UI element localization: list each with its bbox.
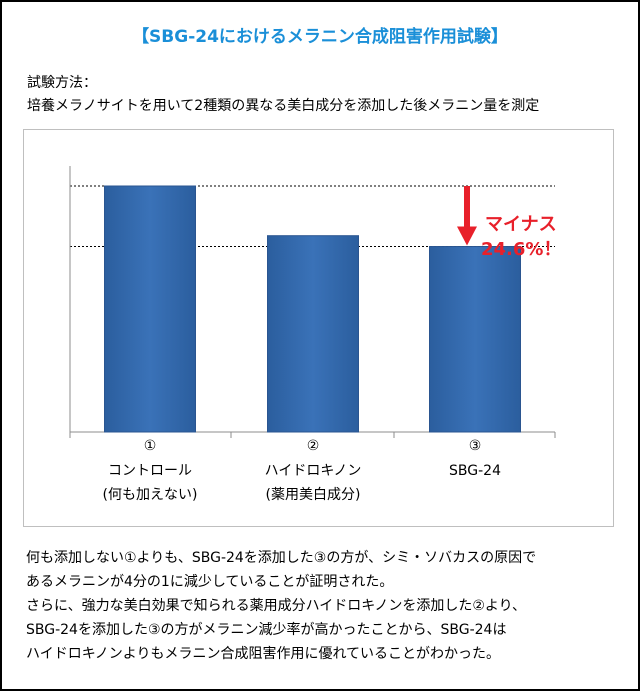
conclusion-line: さらに、強力な美白効果で知られる薬用成分ハイドロキノンを添加した②より、 bbox=[26, 598, 527, 614]
method-description: 培養メラノサイトを用いて2種類の異なる美白成分を添加した後メラニン量を測定 bbox=[27, 98, 540, 114]
decrease-arrow-head bbox=[457, 226, 477, 246]
category-marker: ① bbox=[144, 438, 157, 454]
method-label: 試験方法： bbox=[27, 75, 97, 91]
category-marker: ③ bbox=[469, 438, 482, 454]
conclusion-line: 何も添加しない①よりも、SBG-24を添加した③の方が、シミ・ソバカスの原因で bbox=[26, 550, 537, 566]
category-marker: ② bbox=[307, 438, 320, 454]
category-label: コントロール bbox=[108, 463, 192, 479]
bar-chart: ① コントロール (何も加えない) ② ハイドロキノン (薬用美白成分) ③ SBG-24 マイ… bbox=[69, 166, 561, 503]
category-sublabel: (薬用美白成分) bbox=[266, 487, 361, 503]
annotation-value: 24.6%！ bbox=[481, 239, 561, 260]
conclusion-line: SBG-24を添加した③の方がメラニン減少率が高かったことから、SBG-24は bbox=[26, 622, 507, 638]
conclusion-line: あるメラニンが4分の1に減少していることが証明された。 bbox=[26, 574, 394, 590]
category-label: ハイドロキノン bbox=[265, 463, 362, 479]
annotation-label: マイナス bbox=[485, 214, 557, 235]
conclusion-text: 何も添加しない①よりも、SBG-24を添加した③の方が、シミ・ソバカスの原因で … bbox=[26, 546, 626, 666]
chart-panel: ① コントロール (何も加えない) ② ハイドロキノン (薬用美白成分) ③ SBG-24 マイ… bbox=[23, 129, 614, 527]
conclusion-line: ハイドロキノンよりもメラニン合成阻害作用に優れていることがわかった。 bbox=[26, 646, 501, 662]
page-title: 【SBG-24におけるメラニン合成阻害作用試験】 bbox=[132, 27, 508, 47]
bar-1 bbox=[104, 185, 196, 433]
category-sublabel: (何も加えない) bbox=[103, 487, 198, 503]
bar-3 bbox=[429, 246, 521, 433]
category-label: SBG-24 bbox=[449, 463, 501, 479]
bar-2 bbox=[267, 235, 359, 433]
